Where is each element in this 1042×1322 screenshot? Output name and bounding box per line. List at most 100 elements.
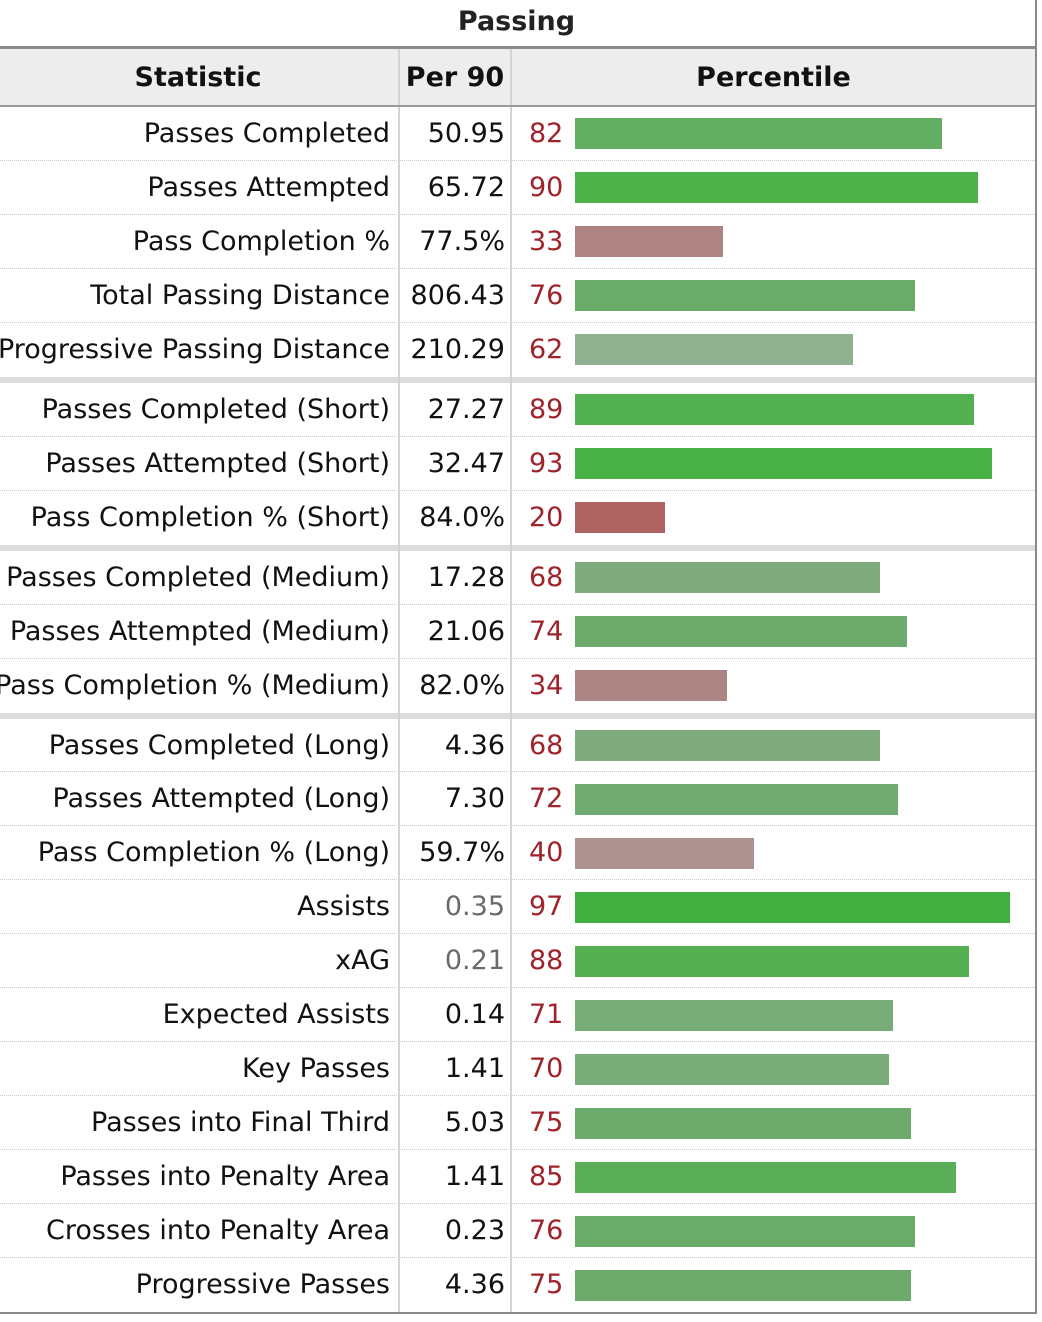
percentile-value: 72 (529, 783, 564, 815)
percentile-value: 74 (529, 615, 564, 647)
percentile-value: 68 (529, 561, 564, 593)
per90-value: 806.43 (410, 279, 505, 311)
table-row: Passes Attempted (Long) 7.30 72 (0, 772, 1035, 827)
percentile-bar (575, 999, 893, 1031)
percentile-bar (575, 172, 978, 204)
statistic-label: Passes into Final Third (91, 1107, 390, 1139)
per90-value: 4.36 (444, 729, 505, 761)
per90-value: 1.41 (444, 1053, 505, 1085)
statistic-label: Passes Completed (143, 118, 390, 149)
per90-value: 59.7% (419, 837, 505, 869)
percentile-bar (575, 837, 754, 869)
column-header-percentile[interactable]: Percentile (696, 62, 851, 93)
statistic-label: Passes Completed (Long) (48, 729, 390, 761)
table-row: Passes Completed (Short) 27.27 89 (0, 383, 1035, 437)
table-row: Crosses into Penalty Area 0.23 76 (0, 1204, 1035, 1259)
percentile-value: 76 (529, 1215, 564, 1247)
table-row: Pass Completion % (Short) 84.0% 20 (0, 491, 1035, 545)
per90-value: 0.14 (444, 999, 505, 1031)
table-row: Total Passing Distance 806.43 76 (0, 269, 1035, 323)
percentile-value: 90 (529, 171, 564, 203)
per90-value: 4.36 (444, 1269, 505, 1301)
statistic-label: Passes Completed (Short) (41, 393, 390, 425)
table-header-row: Statistic Per 90 Percentile (0, 49, 1035, 107)
table-row: Key Passes 1.41 70 (0, 1042, 1035, 1097)
percentile-value: 71 (529, 999, 564, 1031)
percentile-bar (575, 729, 880, 761)
per90-value: 0.21 (444, 945, 505, 977)
statistic-label: Progressive Passes (135, 1269, 390, 1301)
table-row: Progressive Passing Distance 210.29 62 (0, 323, 1035, 377)
column-header-statistic[interactable]: Statistic (134, 62, 262, 93)
percentile-value: 93 (529, 447, 564, 479)
per90-value: 27.27 (427, 393, 505, 425)
statistic-label: Pass Completion % (Short) (30, 501, 390, 533)
percentile-value: 20 (529, 501, 564, 533)
percentile-bar (575, 1215, 915, 1247)
statistic-label: Assists (297, 891, 390, 923)
statistic-label: Key Passes (242, 1053, 390, 1085)
percentile-bar (575, 616, 907, 648)
column-header-per90[interactable]: Per 90 (405, 62, 505, 93)
table-row: Pass Completion % (Medium) 82.0% 34 (0, 659, 1035, 713)
column-divider (510, 49, 512, 105)
percentile-value: 89 (529, 393, 564, 425)
statistic-label: Passes Attempted (Long) (52, 783, 390, 815)
per90-value: 21.06 (427, 615, 505, 647)
percentile-value: 34 (529, 669, 564, 701)
per90-value: 17.28 (427, 561, 505, 593)
group-separator (0, 376, 1035, 383)
percentile-bar (575, 448, 992, 480)
statistic-label: Total Passing Distance (90, 279, 390, 311)
percentile-bar (575, 280, 915, 312)
percentile-value: 75 (529, 1269, 564, 1301)
statistic-label: Expected Assists (162, 999, 390, 1031)
table-row: Expected Assists 0.14 71 (0, 988, 1035, 1043)
statistic-label: Passes Attempted (Short) (45, 447, 390, 479)
percentile-bar (575, 1053, 889, 1085)
table-row: Pass Completion % 77.5% 33 (0, 215, 1035, 269)
column-divider (510, 107, 512, 1312)
percentile-bar (575, 502, 665, 534)
group-separator (0, 544, 1035, 551)
table-row: xAG 0.21 88 (0, 934, 1035, 989)
statistic-label: Pass Completion % (Medium) (0, 669, 390, 701)
percentile-value: 33 (529, 225, 564, 257)
percentile-value: 97 (529, 891, 564, 923)
statistic-label: Passes Attempted (Medium) (9, 615, 390, 647)
percentile-bar (575, 670, 727, 701)
statistic-label: Passes Completed (Medium) (6, 561, 390, 593)
percentile-bar (575, 562, 880, 594)
percentile-bar (575, 1269, 911, 1301)
percentile-bar (575, 334, 853, 366)
statistic-label: Passes into Penalty Area (60, 1161, 390, 1193)
per90-value: 0.23 (444, 1215, 505, 1247)
per90-value: 82.0% (419, 669, 505, 701)
column-divider (398, 107, 400, 1312)
table-row: Progressive Passes 4.36 75 (0, 1258, 1035, 1312)
per90-value: 65.72 (427, 171, 505, 203)
per90-value: 1.41 (444, 1161, 505, 1193)
statistic-label: Progressive Passing Distance (0, 333, 390, 365)
statistic-label: Crosses into Penalty Area (46, 1215, 390, 1247)
percentile-value: 68 (529, 729, 564, 761)
column-divider (398, 49, 400, 105)
percentile-value: 75 (529, 1107, 564, 1139)
percentile-value: 70 (529, 1053, 564, 1085)
per90-value: 7.30 (444, 783, 505, 815)
statistic-label: Pass Completion % (Long) (37, 837, 390, 869)
table-row: Pass Completion % (Long) 59.7% 40 (0, 826, 1035, 881)
table-row: Passes Completed (Long) 4.36 68 (0, 719, 1035, 773)
table-row: Assists 0.35 97 (0, 880, 1035, 935)
percentile-value: 85 (529, 1161, 564, 1193)
per90-value: 32.47 (427, 447, 505, 479)
per90-value: 77.5% (419, 225, 505, 257)
percentile-bar (575, 226, 723, 258)
percentile-bar (575, 118, 942, 150)
percentile-bar (575, 891, 1010, 923)
per90-value: 210.29 (410, 333, 505, 365)
percentile-value: 40 (529, 837, 564, 869)
statistic-label: Pass Completion % (132, 225, 390, 257)
table-row: Passes into Penalty Area 1.41 85 (0, 1150, 1035, 1205)
table-row: Passes Attempted (Medium) 21.06 74 (0, 605, 1035, 659)
